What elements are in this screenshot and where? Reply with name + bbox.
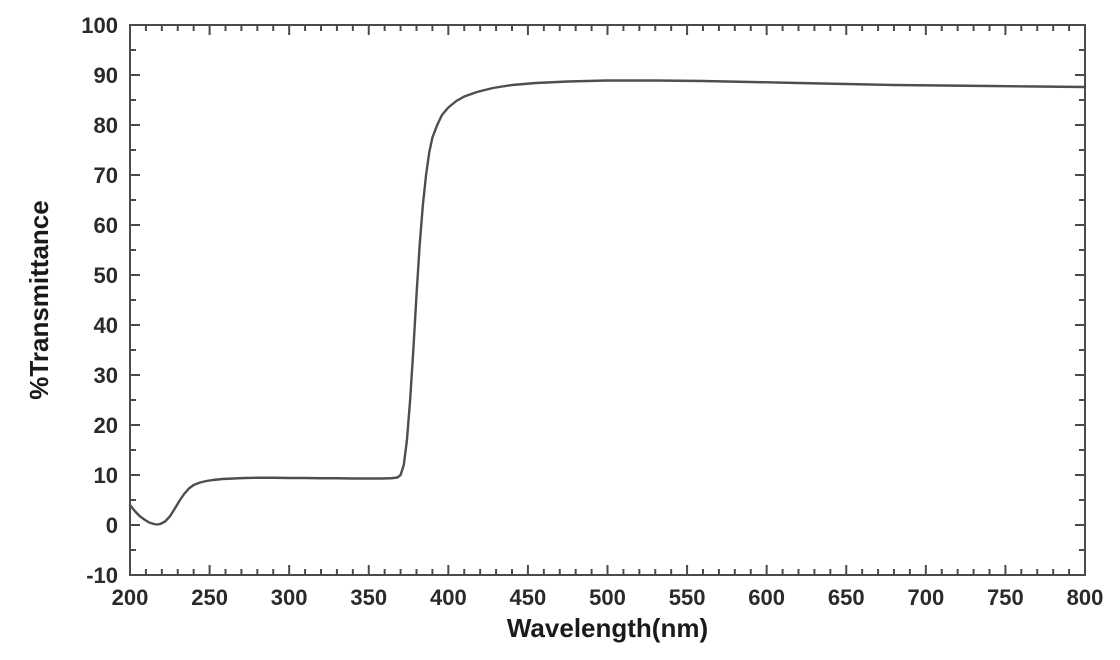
x-tick-label: 750 [987, 585, 1024, 610]
series-transmittance [130, 81, 1085, 525]
x-tick-label: 550 [669, 585, 706, 610]
x-tick-label: 700 [907, 585, 944, 610]
x-tick-label: 250 [191, 585, 228, 610]
y-tick-label: 50 [94, 263, 118, 288]
y-tick-label: -10 [86, 563, 118, 588]
x-tick-label: 200 [112, 585, 149, 610]
y-tick-label: 30 [94, 363, 118, 388]
y-tick-label: 60 [94, 213, 118, 238]
x-tick-label: 650 [828, 585, 865, 610]
y-tick-label: 10 [94, 463, 118, 488]
y-tick-label: 70 [94, 163, 118, 188]
x-tick-label: 450 [510, 585, 547, 610]
x-tick-label: 800 [1067, 585, 1104, 610]
y-tick-label: 40 [94, 313, 118, 338]
plot-area [130, 25, 1085, 575]
x-tick-label: 400 [430, 585, 467, 610]
x-tick-label: 600 [748, 585, 785, 610]
x-tick-label: 500 [589, 585, 626, 610]
y-tick-label: 20 [94, 413, 118, 438]
y-tick-label: 0 [106, 513, 118, 538]
y-tick-label: 80 [94, 113, 118, 138]
chart-container: 200250300350400450500550600650700750800W… [0, 0, 1120, 660]
y-axis-title: %Transmittance [24, 200, 54, 399]
x-axis-title: Wavelength(nm) [507, 613, 708, 643]
x-tick-label: 350 [350, 585, 387, 610]
y-tick-label: 100 [81, 13, 118, 38]
x-tick-label: 300 [271, 585, 308, 610]
transmittance-chart: 200250300350400450500550600650700750800W… [0, 0, 1120, 660]
y-tick-label: 90 [94, 63, 118, 88]
